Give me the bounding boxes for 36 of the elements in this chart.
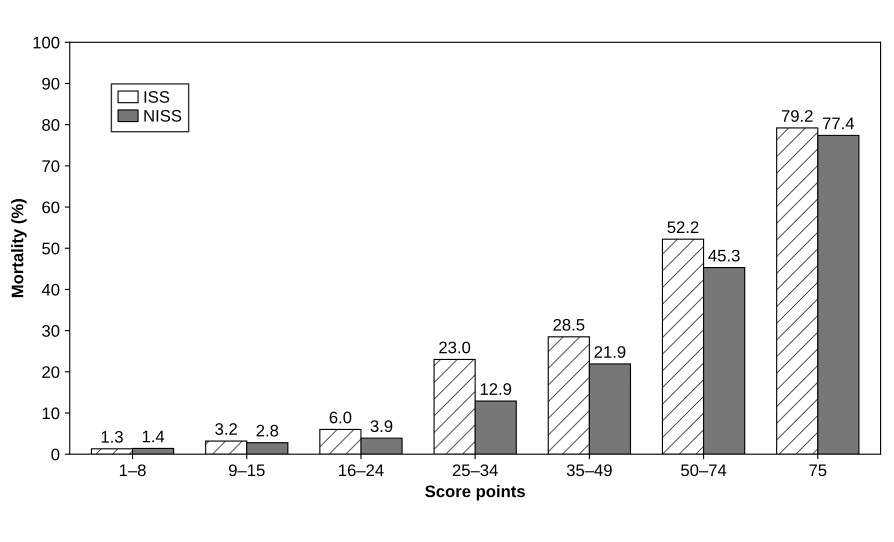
y-tick-label: 0 bbox=[51, 448, 60, 460]
x-tick-label: 16–24 bbox=[339, 464, 384, 476]
y-tick-label: 10 bbox=[42, 407, 60, 420]
data-label: 23.0 bbox=[439, 342, 470, 354]
x-tick-label: 35–49 bbox=[566, 464, 612, 476]
data-label: 79.2 bbox=[782, 110, 813, 122]
data-label: 77.4 bbox=[822, 118, 854, 130]
data-label: 6.0 bbox=[330, 412, 352, 424]
legend-label: NISS bbox=[144, 110, 182, 122]
data-label: 45.3 bbox=[708, 250, 740, 262]
data-label: 3.9 bbox=[370, 420, 392, 432]
x-tick-label: 50–74 bbox=[681, 464, 726, 476]
data-label: 12.9 bbox=[480, 383, 512, 395]
data-label: 52.2 bbox=[667, 221, 698, 234]
x-tick-label: 9–15 bbox=[228, 464, 265, 476]
x-tick-label: 1–8 bbox=[120, 464, 146, 476]
data-label: 21.9 bbox=[594, 346, 626, 358]
y-tick-label: 90 bbox=[42, 78, 60, 90]
y-tick-label: 50 bbox=[42, 242, 60, 254]
data-label: 1.4 bbox=[142, 430, 164, 442]
y-tick-label: 30 bbox=[42, 325, 60, 337]
y-tick-label: 70 bbox=[42, 160, 60, 172]
x-tick-label: 25–34 bbox=[452, 464, 498, 476]
y-axis-title: Mortality (%) bbox=[11, 199, 27, 298]
y-tick-label: 20 bbox=[42, 366, 60, 378]
y-tick-label: 80 bbox=[42, 119, 60, 131]
x-tick-label: 75 bbox=[809, 464, 826, 476]
data-label: 2.8 bbox=[256, 424, 278, 437]
x-axis-title: Score points bbox=[425, 485, 525, 501]
legend-label: ISS bbox=[144, 91, 170, 103]
data-label: 3.2 bbox=[215, 423, 237, 435]
data-label: 28.5 bbox=[553, 318, 584, 331]
data-label: 1.3 bbox=[102, 430, 123, 443]
y-tick-label: 100 bbox=[33, 36, 60, 48]
y-tick-label: 40 bbox=[42, 284, 60, 296]
y-tick-label: 60 bbox=[42, 201, 60, 214]
